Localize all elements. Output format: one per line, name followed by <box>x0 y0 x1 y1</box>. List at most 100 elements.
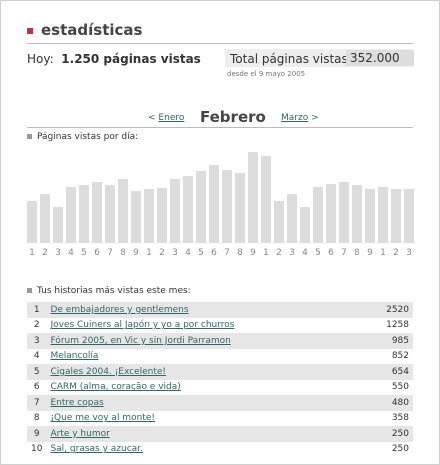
cell: Sal, grasas y azucar. <box>46 442 362 458</box>
day-label: 5 <box>198 248 204 258</box>
title: estadísticas <box>27 21 142 39</box>
day-label: 7 <box>224 248 230 258</box>
story-row: 2 Joves Cuiners al Japón y yo a por churr… <box>27 318 413 334</box>
bar <box>274 201 284 243</box>
total-value: 352.000 <box>346 50 414 66</box>
bar <box>339 182 349 243</box>
day-label: 1 <box>146 248 152 258</box>
prev-month[interactable]: < Enero <box>148 113 184 123</box>
story-row: 9 Arte y humor 250 <box>27 426 413 442</box>
day-label: 2 <box>42 248 48 258</box>
cell: 2520 <box>386 304 409 315</box>
bar <box>209 165 219 243</box>
story-link[interactable]: Cigales 2004. ¡Excelente! <box>50 366 167 377</box>
bar <box>326 184 336 243</box>
cell: CARM (alma, coração e vida) <box>46 380 362 396</box>
today-label: Hoy: <box>27 52 54 66</box>
cell: 358 <box>391 413 409 424</box>
bar <box>300 207 310 243</box>
next-month[interactable]: Marzo > <box>281 113 319 123</box>
cell: Cigales 2004. ¡Excelente! <box>46 364 362 380</box>
day-label: 1 <box>380 248 386 258</box>
bar <box>183 176 193 243</box>
bar <box>313 187 323 243</box>
day-label: 4 <box>302 248 308 258</box>
day-label: 1 <box>29 248 35 258</box>
next-link[interactable]: Marzo <box>281 113 309 123</box>
bar <box>157 188 167 243</box>
cell: Fórum 2005, en Vic y sin Jordi Parramon <box>46 333 362 349</box>
today-value: 1.250 páginas vistas <box>61 52 201 66</box>
day-label: 9 <box>250 248 256 258</box>
prev-link[interactable]: Enero <box>158 113 185 123</box>
bar <box>287 194 297 243</box>
stories-title: Tus historias más vistas este mes: <box>37 286 191 296</box>
arrow: > <box>311 113 319 123</box>
day-label: 6 <box>94 248 100 258</box>
story-link[interactable]: Melancolía <box>50 351 99 362</box>
story-row: 6 CARM (alma, coração e vida) 550 <box>27 380 413 396</box>
chart-heading: Páginas vistas por día: <box>27 132 138 142</box>
today: Hoy: 1.250 páginas vistas <box>27 52 201 66</box>
bar <box>261 156 271 243</box>
story-link[interactable]: De embajadores y gentlemens <box>50 304 189 315</box>
bar <box>105 185 115 243</box>
story-link[interactable]: Sal, grasas y azucar. <box>50 444 143 455</box>
cell: Arte y humor <box>46 426 362 442</box>
cell: 7 <box>33 397 40 408</box>
day-label: 4 <box>185 248 191 258</box>
story-link[interactable]: CARM (alma, coração e vida) <box>50 382 181 393</box>
cell: De embajadores y gentlemens <box>46 302 362 318</box>
day-label: 3 <box>55 248 61 258</box>
story-link[interactable]: Arte y humor <box>50 428 110 439</box>
cell: 8 <box>33 413 40 424</box>
bar <box>131 191 141 243</box>
story-link[interactable]: Entre copas <box>50 397 104 408</box>
day-label: 4 <box>68 248 74 258</box>
day-label: 8 <box>354 248 360 258</box>
total-label: Total páginas vistas: <box>230 52 352 66</box>
story-row: 10 Sal, grasas y azucar. 250 <box>27 442 413 458</box>
day-label: 9 <box>133 248 139 258</box>
day-label: 7 <box>107 248 113 258</box>
day-label: 8 <box>120 248 126 258</box>
story-link[interactable]: Fórum 2005, en Vic y sin Jordi Parramon <box>50 335 231 346</box>
cell: 4 <box>33 351 40 362</box>
day-label: 1 <box>263 248 269 258</box>
story-row: 7 Entre copas 480 <box>27 395 413 411</box>
story-link[interactable]: Joves Cuiners al Japón y yo a por churro… <box>50 320 235 331</box>
cell: 1 <box>33 304 40 315</box>
day-label: 2 <box>159 248 165 258</box>
bar <box>222 170 232 243</box>
current-month: Febrero <box>200 108 266 126</box>
cell: Joves Cuiners al Japón y yo a por churro… <box>46 318 362 334</box>
bar <box>404 189 414 243</box>
cell: Melancolía <box>46 349 362 365</box>
bar <box>53 207 63 243</box>
day-label: 3 <box>172 248 178 258</box>
bar <box>92 182 102 243</box>
day-label: 8 <box>237 248 243 258</box>
bar <box>79 185 89 243</box>
day-label: 5 <box>81 248 87 258</box>
cell: 5 <box>33 366 40 377</box>
cell: 6 <box>33 382 40 393</box>
story-link[interactable]: ¡Que me voy al monte! <box>50 413 155 424</box>
bar <box>365 189 375 243</box>
stories-table: 1 De embajadores y gentlemens 2520 2 Joves C… <box>27 302 413 457</box>
since: desde el 9 mayo 2005 <box>227 70 306 78</box>
cell: 550 <box>391 382 409 393</box>
cell: 985 <box>391 335 409 346</box>
cell: 654 <box>391 366 409 377</box>
bar <box>352 185 362 243</box>
cell: 9 <box>33 428 40 439</box>
arrow: < <box>148 113 156 123</box>
day-label: 5 <box>315 248 321 258</box>
cell: 250 <box>391 428 409 439</box>
day-label: 6 <box>211 248 217 258</box>
story-row: 8 ¡Que me voy al monte! 358 <box>27 411 413 427</box>
cell: Entre copas <box>46 395 362 411</box>
bar <box>235 173 245 243</box>
